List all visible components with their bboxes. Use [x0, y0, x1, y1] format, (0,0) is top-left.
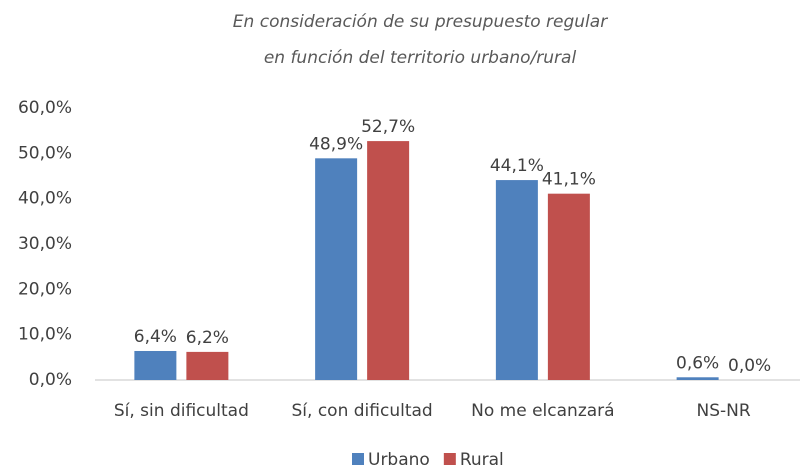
data-label: 52,7% [361, 117, 415, 137]
x-tick-label: Sí, sin dificultad [114, 401, 249, 421]
y-tick-label: 50,0% [18, 143, 72, 163]
legend-swatch [443, 453, 456, 465]
data-label: 0,0% [728, 356, 771, 376]
bar [315, 158, 358, 380]
y-tick-label: 30,0% [18, 234, 72, 254]
x-tick-label: No me elcanzará [471, 401, 614, 421]
bar [134, 350, 177, 380]
data-label: 41,1% [542, 170, 596, 190]
y-tick-label: 10,0% [18, 325, 72, 345]
bar [495, 180, 538, 380]
legend-label: Urbano [368, 450, 430, 470]
x-tick-label: NS-NR [697, 401, 751, 421]
data-label: 0,6% [676, 353, 719, 373]
data-label: 48,9% [309, 134, 363, 154]
bar [186, 351, 229, 380]
chart-title: En consideración de su presupuesto regul… [233, 12, 608, 32]
chart-title: en función del territorio urbano/rural [264, 48, 577, 68]
bar [547, 193, 590, 380]
y-tick-label: 20,0% [18, 279, 72, 299]
bar [367, 141, 410, 380]
y-tick-label: 0,0% [29, 370, 72, 390]
data-label: 6,2% [186, 328, 229, 348]
x-tick-label: Sí, con dificultad [292, 401, 433, 421]
bar [676, 377, 719, 380]
y-tick-label: 40,0% [18, 189, 72, 209]
data-label: 44,1% [490, 156, 544, 176]
legend-label: Rural [460, 450, 504, 470]
data-label: 6,4% [134, 327, 177, 347]
y-tick-label: 60,0% [18, 98, 72, 118]
legend-swatch [352, 453, 364, 465]
